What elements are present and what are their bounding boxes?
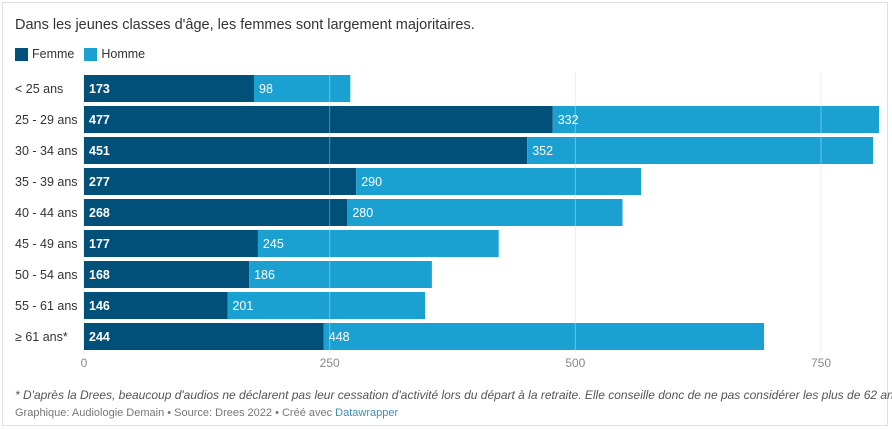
bar-homme [356, 168, 642, 195]
legend-item-homme: Homme [84, 47, 145, 61]
data-label-femme: 477 [89, 113, 110, 127]
data-label-femme: 177 [89, 237, 110, 251]
legend: Femme Homme [15, 46, 155, 62]
bar-homme [257, 230, 499, 257]
bar-femme [84, 261, 250, 288]
legend-label-homme: Homme [101, 47, 146, 61]
data-label-homme: 290 [361, 175, 382, 189]
legend-label-femme: Femme [32, 47, 75, 61]
bar-homme [323, 323, 765, 350]
legend-swatch-femme [15, 47, 28, 61]
category-label: < 25 ans [15, 82, 63, 96]
data-label-homme: 245 [263, 237, 284, 251]
credits-text: Graphique: Audiologie Demain • Source: D… [15, 407, 336, 419]
data-label-femme: 451 [89, 144, 110, 158]
category-label: 30 - 34 ans [15, 144, 78, 158]
data-label-femme: 268 [89, 206, 110, 220]
data-label-femme: 146 [89, 299, 110, 313]
data-label-homme: 352 [532, 144, 553, 158]
category-label: 55 - 61 ans [15, 299, 78, 313]
category-label: 50 - 54 ans [15, 268, 78, 282]
bars-group: 173 98 477 332 451 352 277 290 268 280 177 245 168 18… [84, 75, 879, 350]
bar-femme [84, 230, 258, 257]
data-label-homme: 201 [232, 299, 253, 313]
bar-homme [347, 199, 623, 226]
data-label-femme: 173 [89, 82, 110, 96]
bar-femme [84, 323, 324, 350]
bar-femme [84, 137, 528, 164]
bar-femme [84, 292, 228, 319]
bar-femme [84, 75, 255, 102]
data-label-femme: 244 [89, 330, 110, 344]
x-tick-label-0: 0 [81, 356, 88, 370]
x-tick-label-500: 500 [565, 356, 585, 370]
footnote: * D'après la Drees, beaucoup d'audios ne… [15, 388, 892, 402]
category-label: 40 - 44 ans [15, 206, 78, 220]
category-label: ≥ 61 ans* [15, 330, 68, 344]
data-label-homme: 332 [558, 113, 579, 127]
bar-homme [227, 292, 425, 319]
x-tick-label-250: 250 [320, 356, 340, 370]
gridline-overlay-group [329, 72, 822, 353]
chart-title: Dans les jeunes classes d'âge, les femme… [15, 17, 475, 33]
legend-swatch-homme [84, 47, 98, 61]
category-label: 45 - 49 ans [15, 237, 78, 251]
bar-homme [527, 137, 874, 164]
category-label: 25 - 29 ans [15, 113, 78, 127]
data-label-homme: 98 [259, 82, 273, 96]
bar-femme [84, 168, 357, 195]
datawrapper-link[interactable]: Datawrapper [335, 407, 399, 419]
data-label-femme: 277 [89, 175, 110, 189]
x-tick-label-750: 750 [811, 356, 831, 370]
data-label-homme: 280 [352, 206, 373, 220]
data-label-femme: 168 [89, 268, 110, 282]
bar-femme [84, 199, 348, 226]
bar-homme [552, 106, 879, 133]
data-label-homme: 448 [329, 330, 350, 344]
bar-homme [254, 75, 351, 102]
data-label-homme: 186 [254, 268, 275, 282]
legend-item-femme: Femme [15, 47, 74, 61]
bar-homme [249, 261, 432, 288]
bar-femme [84, 106, 553, 133]
category-label: 35 - 39 ans [15, 175, 78, 189]
credits: Graphique: Audiologie Demain • Source: D… [15, 407, 398, 419]
